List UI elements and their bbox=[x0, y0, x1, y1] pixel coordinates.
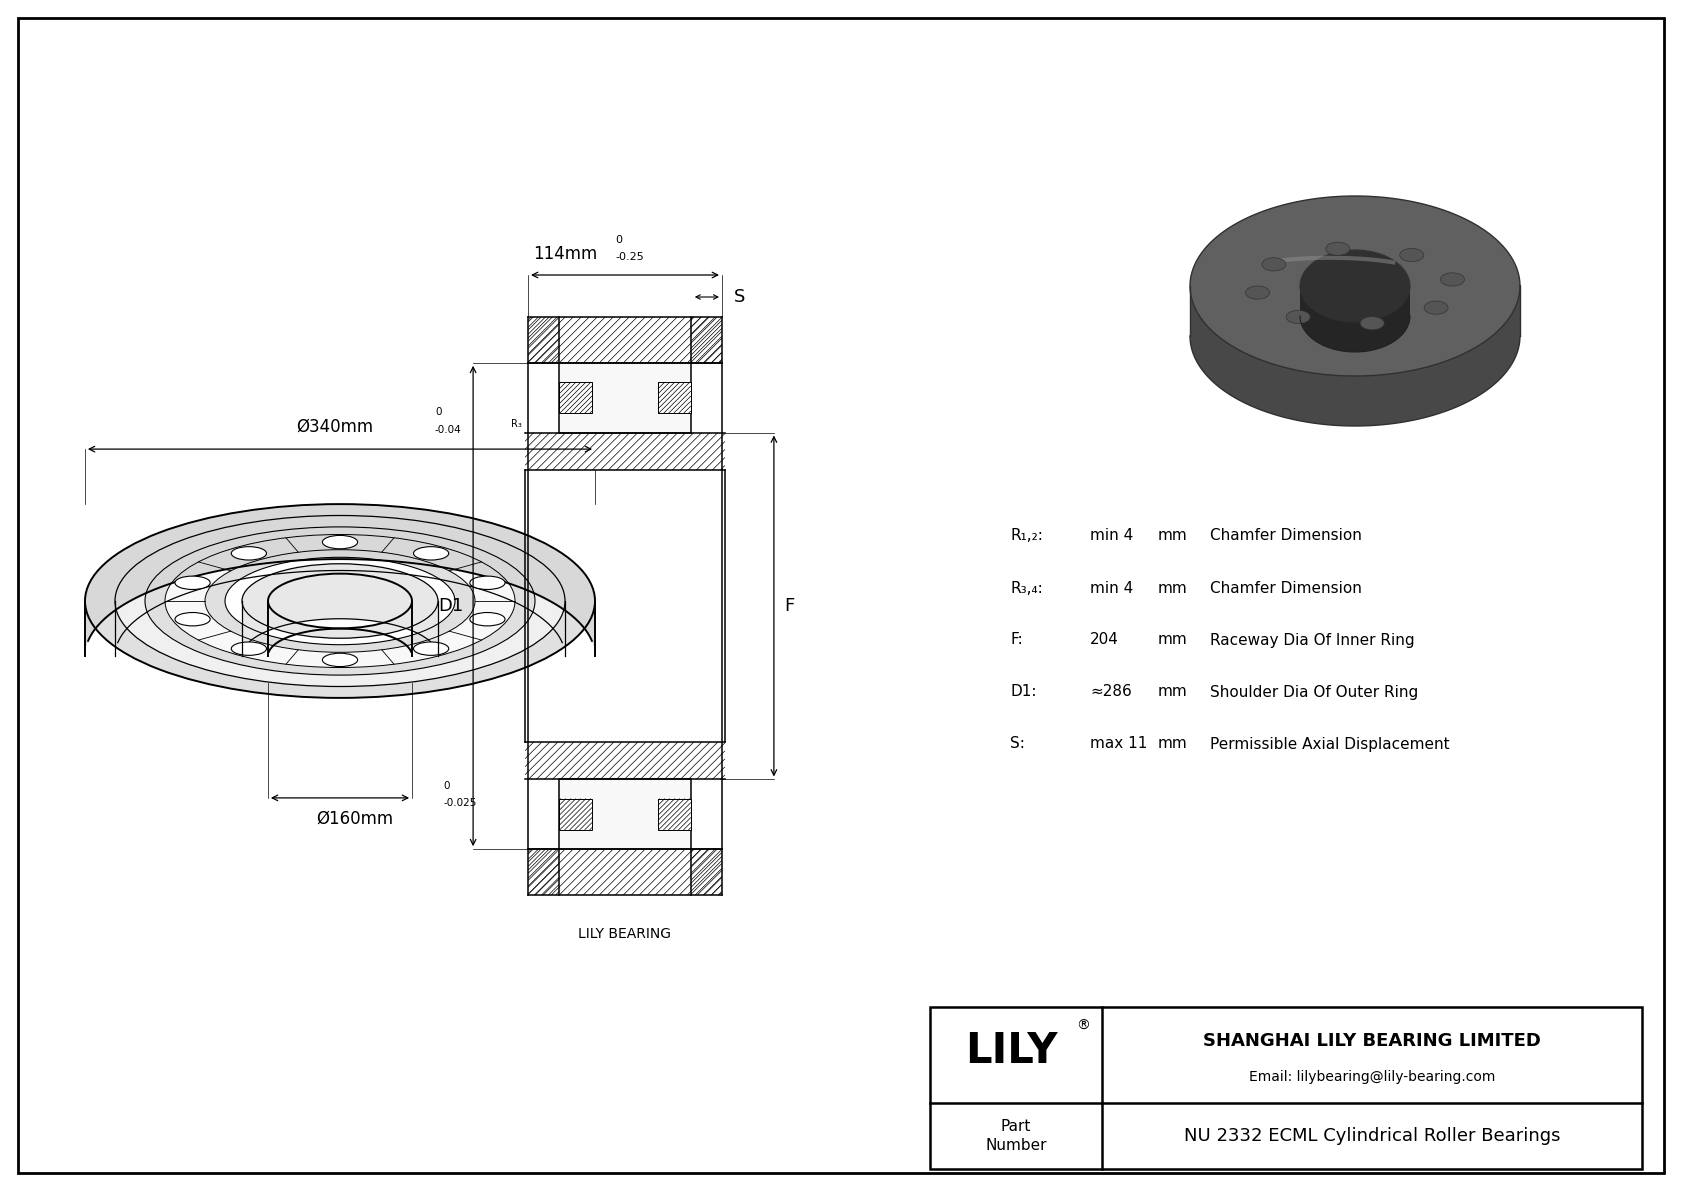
Ellipse shape bbox=[322, 536, 357, 549]
Polygon shape bbox=[145, 526, 536, 675]
Polygon shape bbox=[1191, 197, 1521, 376]
Text: max 11: max 11 bbox=[1090, 736, 1147, 752]
Bar bbox=[559, 799, 593, 830]
Text: Shoulder Dia Of Outer Ring: Shoulder Dia Of Outer Ring bbox=[1211, 685, 1418, 699]
Text: min 4: min 4 bbox=[1090, 580, 1133, 596]
Bar bbox=[658, 382, 690, 413]
Ellipse shape bbox=[1261, 257, 1287, 270]
Bar bbox=[525, 432, 724, 470]
Text: 204: 204 bbox=[1090, 632, 1118, 648]
Text: R₂: R₂ bbox=[546, 348, 556, 358]
Ellipse shape bbox=[231, 642, 266, 655]
Polygon shape bbox=[205, 550, 475, 653]
Text: -0.04: -0.04 bbox=[434, 425, 461, 435]
Text: Chamfer Dimension: Chamfer Dimension bbox=[1211, 580, 1362, 596]
Text: -0.025: -0.025 bbox=[443, 798, 477, 807]
Text: Raceway Dia Of Inner Ring: Raceway Dia Of Inner Ring bbox=[1211, 632, 1415, 648]
Text: Ø160mm: Ø160mm bbox=[317, 810, 394, 828]
Polygon shape bbox=[242, 563, 438, 656]
Bar bbox=[930, 1008, 1642, 1170]
Text: mm: mm bbox=[1159, 632, 1187, 648]
Bar bbox=[559, 779, 690, 849]
Bar bbox=[658, 799, 690, 830]
Text: 0: 0 bbox=[434, 407, 441, 417]
Polygon shape bbox=[268, 574, 413, 629]
Text: S:: S: bbox=[1010, 736, 1026, 752]
Text: 114mm: 114mm bbox=[534, 245, 598, 263]
Text: 0: 0 bbox=[615, 235, 621, 245]
Polygon shape bbox=[226, 557, 455, 644]
Polygon shape bbox=[1300, 286, 1410, 353]
Ellipse shape bbox=[414, 642, 448, 655]
Text: R₃,₄:: R₃,₄: bbox=[1010, 580, 1042, 596]
Ellipse shape bbox=[322, 653, 357, 667]
Polygon shape bbox=[1191, 286, 1521, 426]
Polygon shape bbox=[115, 516, 566, 686]
Ellipse shape bbox=[1361, 317, 1384, 330]
Text: min 4: min 4 bbox=[1090, 529, 1133, 543]
Ellipse shape bbox=[470, 612, 505, 626]
Ellipse shape bbox=[175, 576, 210, 590]
Text: R₃: R₃ bbox=[512, 418, 522, 429]
Text: R₁,₂:: R₁,₂: bbox=[1010, 529, 1042, 543]
Text: Email: lilybearing@lily-bearing.com: Email: lilybearing@lily-bearing.com bbox=[1250, 1070, 1495, 1084]
Text: D1: D1 bbox=[438, 597, 463, 615]
Ellipse shape bbox=[231, 547, 266, 560]
Text: mm: mm bbox=[1159, 736, 1187, 752]
Polygon shape bbox=[242, 563, 438, 638]
Ellipse shape bbox=[1246, 286, 1270, 299]
Ellipse shape bbox=[175, 612, 210, 626]
Text: F: F bbox=[783, 597, 795, 615]
Text: mm: mm bbox=[1159, 580, 1187, 596]
Text: NU 2332 ECML Cylindrical Roller Bearings: NU 2332 ECML Cylindrical Roller Bearings bbox=[1184, 1127, 1561, 1145]
Text: LILY: LILY bbox=[965, 1030, 1058, 1072]
Ellipse shape bbox=[1440, 273, 1465, 286]
Text: R₁: R₁ bbox=[554, 350, 566, 360]
Text: S: S bbox=[734, 288, 746, 306]
Text: SHANGHAI LILY BEARING LIMITED: SHANGHAI LILY BEARING LIMITED bbox=[1202, 1031, 1541, 1049]
Text: F:: F: bbox=[1010, 632, 1022, 648]
Bar bbox=[559, 382, 593, 413]
Ellipse shape bbox=[1399, 249, 1423, 262]
Polygon shape bbox=[84, 504, 594, 698]
Text: ≈286: ≈286 bbox=[1090, 685, 1132, 699]
Text: Chamfer Dimension: Chamfer Dimension bbox=[1211, 529, 1362, 543]
Text: R₄: R₄ bbox=[532, 437, 542, 447]
Ellipse shape bbox=[1325, 242, 1351, 255]
Bar bbox=[529, 849, 722, 894]
Ellipse shape bbox=[470, 576, 505, 590]
Text: mm: mm bbox=[1159, 529, 1187, 543]
Text: LILY BEARING: LILY BEARING bbox=[579, 927, 672, 941]
Bar bbox=[529, 317, 722, 363]
Polygon shape bbox=[165, 535, 515, 667]
Text: Part
Number: Part Number bbox=[985, 1118, 1047, 1153]
Text: 0: 0 bbox=[443, 781, 450, 791]
Ellipse shape bbox=[414, 547, 448, 560]
Bar bbox=[525, 742, 724, 779]
Polygon shape bbox=[84, 504, 594, 656]
Bar bbox=[559, 363, 690, 432]
Ellipse shape bbox=[1425, 301, 1448, 314]
Text: mm: mm bbox=[1159, 685, 1187, 699]
Text: -0.25: -0.25 bbox=[615, 252, 643, 262]
Text: Permissible Axial Displacement: Permissible Axial Displacement bbox=[1211, 736, 1450, 752]
Text: D1:: D1: bbox=[1010, 685, 1036, 699]
Text: ®: ® bbox=[1076, 1019, 1090, 1033]
Text: Ø340mm: Ø340mm bbox=[296, 418, 374, 436]
Polygon shape bbox=[1300, 250, 1410, 322]
Ellipse shape bbox=[1287, 311, 1310, 324]
